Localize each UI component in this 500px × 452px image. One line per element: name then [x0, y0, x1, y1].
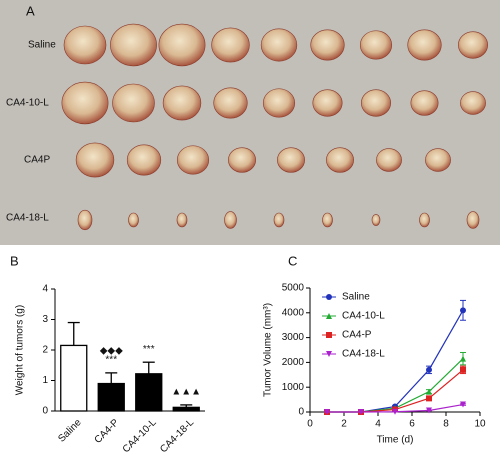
row-label: CA4P — [24, 155, 50, 166]
legend-label: CA4-P — [342, 330, 372, 341]
x-tick-label: 0 — [307, 419, 313, 430]
tumor — [466, 211, 480, 229]
tumor — [273, 212, 285, 228]
row-label: CA4-10-L — [6, 98, 49, 109]
tumor — [419, 212, 430, 228]
x-tick-label: 4 — [375, 419, 381, 430]
marker — [460, 307, 466, 314]
panel-label: A — [26, 3, 35, 18]
marker — [326, 332, 332, 338]
marker — [326, 351, 332, 357]
y-tick-label: 4 — [42, 284, 48, 295]
bar — [135, 373, 163, 412]
tumor — [359, 30, 393, 60]
tumor — [310, 29, 345, 61]
panel-label: C — [288, 253, 297, 268]
tumor — [61, 81, 109, 125]
tumor — [211, 27, 250, 63]
tumor — [224, 211, 237, 229]
tumor — [112, 83, 155, 123]
tumor — [158, 23, 206, 67]
significance-mark: ▲▲▲ — [171, 387, 201, 398]
tumor — [277, 147, 305, 173]
y-axis-label: Weight of tumors (g) — [15, 305, 26, 395]
y-tick-label: 3000 — [282, 332, 305, 343]
marker — [426, 388, 432, 395]
x-tick-label: CA4-P — [93, 417, 122, 446]
tumor — [371, 214, 381, 226]
tumor — [407, 29, 442, 61]
tumor — [322, 212, 333, 228]
panel-label: B — [10, 253, 19, 268]
tumor — [262, 88, 296, 118]
tumor — [457, 31, 488, 59]
marker — [426, 407, 432, 414]
x-axis-label: Time (d) — [377, 435, 414, 446]
tumor-photo — [61, 23, 488, 231]
y-tick-label: 1000 — [282, 382, 305, 393]
tumor — [228, 147, 256, 173]
marker — [358, 409, 364, 415]
legend-label: CA4-10-L — [342, 311, 385, 322]
tumor — [63, 25, 107, 65]
marker — [460, 355, 466, 362]
marker — [460, 401, 466, 408]
marker — [392, 408, 398, 415]
tumor — [360, 89, 391, 117]
x-tick-label: 2 — [341, 419, 347, 430]
tumor — [260, 28, 298, 62]
tumor — [77, 209, 93, 231]
marker — [426, 395, 432, 402]
tumor — [326, 147, 354, 173]
tumor — [376, 148, 402, 172]
x-tick-label: CA4-10-L — [121, 417, 159, 452]
tumor — [128, 212, 139, 228]
marker — [426, 366, 432, 373]
tumor — [126, 144, 162, 176]
y-tick-label: 5000 — [282, 283, 305, 294]
y-tick-label: 2 — [42, 345, 48, 356]
y-tick-label: 0 — [42, 406, 48, 417]
x-tick-label: 10 — [474, 419, 486, 430]
y-tick-label: 1 — [42, 375, 48, 386]
x-tick-label: 8 — [443, 419, 449, 430]
x-tick-label: Saline — [56, 417, 84, 445]
x-tick-label: 6 — [409, 419, 415, 430]
y-axis-label: Tumor Volume (mm³) — [263, 303, 274, 397]
tumor — [75, 142, 115, 178]
row-label: CA4-18-L — [6, 213, 49, 224]
significance-mark: ◆◆◆ — [100, 346, 123, 357]
y-tick-label: 0 — [298, 407, 304, 418]
bar — [60, 344, 88, 412]
y-tick-label: 2000 — [282, 357, 305, 368]
series-line — [327, 310, 464, 413]
tumor — [110, 23, 157, 67]
marker — [326, 313, 332, 319]
y-tick-label: 4000 — [282, 307, 305, 318]
bar — [97, 382, 125, 412]
tumor — [410, 90, 439, 116]
legend-label: CA4-18-L — [342, 349, 385, 360]
marker — [326, 294, 332, 300]
tumor — [425, 148, 451, 172]
significance-mark: *** — [143, 344, 155, 355]
significance-mark: *** — [105, 355, 117, 366]
tumor — [312, 89, 343, 117]
y-tick-label: 3 — [42, 314, 48, 325]
marker — [460, 366, 466, 373]
tumor — [176, 145, 210, 175]
bar — [172, 406, 200, 412]
tumor — [162, 85, 202, 121]
x-tick-label: CA4-18-L — [158, 417, 196, 452]
tumor — [213, 87, 248, 119]
legend-label: Saline — [342, 292, 370, 303]
tumor — [176, 212, 188, 228]
tumor — [460, 91, 486, 115]
marker — [324, 409, 330, 415]
row-label: Saline — [28, 40, 56, 51]
